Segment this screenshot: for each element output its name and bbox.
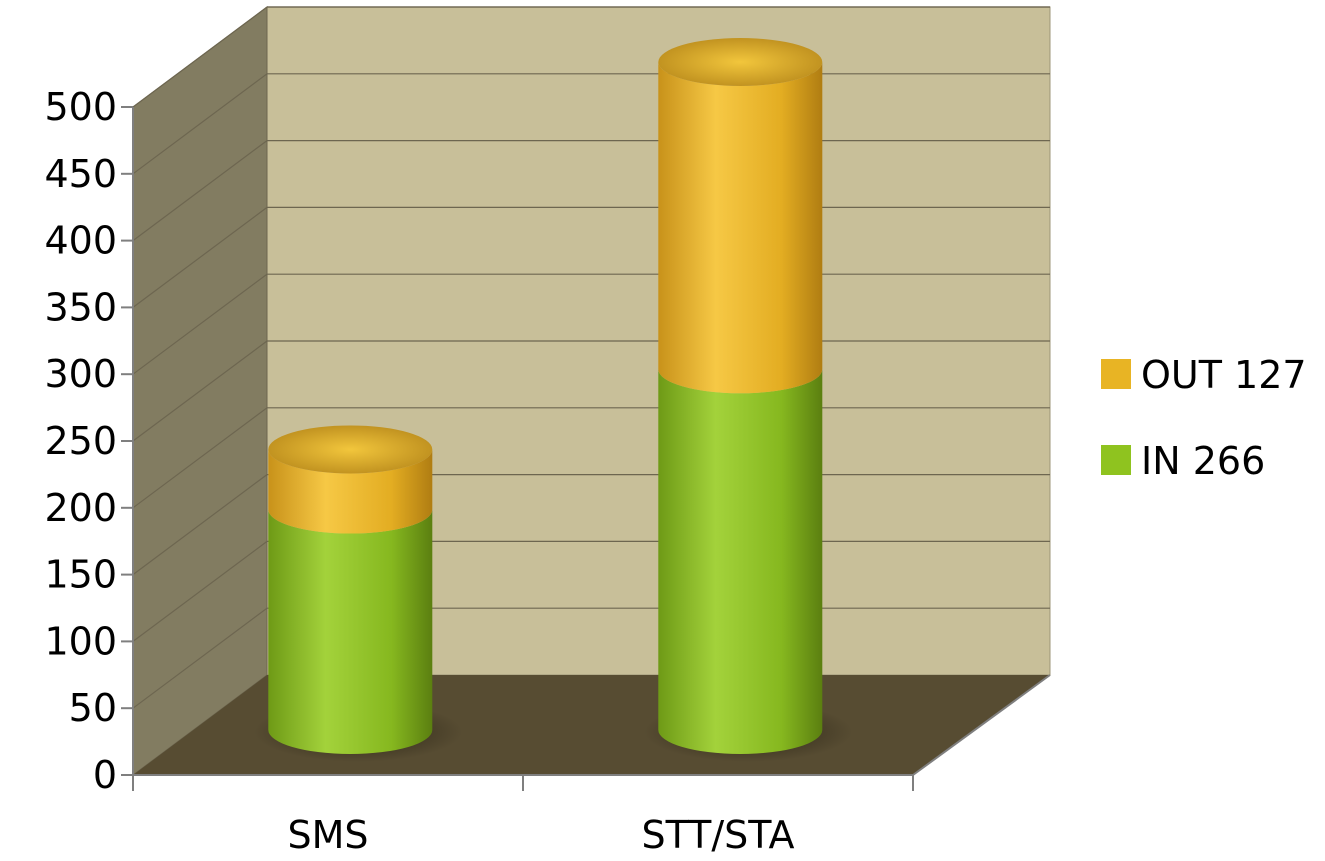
y-tick-label: 100 — [44, 619, 117, 663]
y-tick-label: 0 — [93, 753, 117, 797]
gridline-side — [132, 140, 268, 242]
bars — [254, 38, 853, 762]
bar-top-cap — [268, 425, 433, 474]
axes — [121, 106, 1051, 791]
legend-label: OUT 127 — [1141, 353, 1307, 397]
gridline-side — [132, 6, 268, 108]
gridline-side — [132, 474, 268, 576]
bar-segment-sms-in — [268, 509, 433, 754]
gridline-side — [132, 340, 268, 442]
floor-edge — [912, 674, 1051, 776]
y-tick-label: 300 — [44, 352, 117, 396]
y-tick-label: 500 — [44, 85, 117, 129]
legend-label: IN 266 — [1141, 439, 1265, 483]
y-tick-label: 450 — [44, 152, 117, 196]
y-tick-label: 50 — [69, 686, 117, 730]
y-tick-label: 400 — [44, 219, 117, 263]
legend-swatch — [1101, 359, 1131, 389]
bar-segment-stt-sta-out — [658, 62, 823, 394]
x-tick-label: SMS — [287, 813, 368, 857]
x-tick-label: STT/STA — [641, 813, 794, 857]
bar-segment-stt-sta-in — [658, 369, 823, 754]
gridline-side — [132, 273, 268, 375]
axis-labels: 0 50 100 150 200 250 300 350 400 450 500 SMS STT/STA — [44, 85, 794, 857]
y-tick-label: 200 — [44, 486, 117, 530]
bar-top-cap — [658, 38, 823, 86]
gridline-side — [132, 407, 268, 509]
gridline-side — [132, 607, 268, 709]
bar-segment-sms-out — [268, 449, 433, 534]
legend-swatch — [1101, 445, 1131, 475]
gridline-side — [132, 73, 268, 175]
legend: OUT 127 IN 266 — [1101, 353, 1307, 483]
y-tick-label: 250 — [44, 419, 117, 463]
gridline-side — [132, 540, 268, 642]
gridline-side — [132, 206, 268, 308]
y-tick-label: 150 — [44, 553, 117, 597]
y-tick-label: 350 — [44, 285, 117, 329]
